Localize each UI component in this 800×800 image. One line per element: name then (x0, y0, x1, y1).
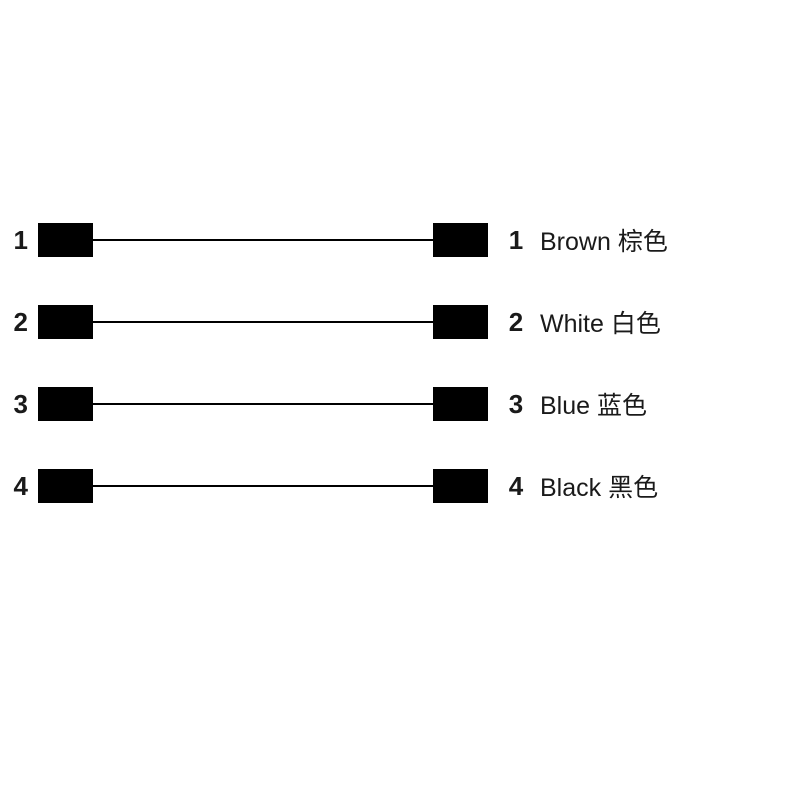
color-chinese: 白色 (611, 310, 661, 338)
left-connector-block (38, 223, 93, 257)
right-pin-number: 4 (502, 471, 530, 502)
wire-row: 3 3 Blue 蓝色 (0, 384, 800, 424)
color-chinese: 棕色 (618, 228, 668, 256)
left-pin-number: 3 (0, 389, 28, 420)
wire-line (93, 239, 433, 241)
right-connector-block (433, 469, 488, 503)
color-chinese: 蓝色 (597, 392, 647, 420)
color-english: Blue (540, 392, 590, 420)
right-connector-block (433, 305, 488, 339)
color-english: Brown (540, 228, 611, 256)
right-pin-number: 3 (502, 389, 530, 420)
left-pin-number: 4 (0, 471, 28, 502)
wire-color-label: Brown 棕色 (540, 222, 668, 258)
wire-color-label: White 白色 (540, 304, 661, 340)
right-pin-number: 2 (502, 307, 530, 338)
left-connector-block (38, 469, 93, 503)
wire-line (93, 321, 433, 323)
right-connector-block (433, 223, 488, 257)
wire-row: 2 2 White 白色 (0, 302, 800, 342)
left-connector-block (38, 387, 93, 421)
wire-line (93, 485, 433, 487)
wire-row: 4 4 Black 黑色 (0, 466, 800, 506)
color-english: White (540, 310, 604, 338)
wire-row: 1 1 Brown 棕色 (0, 220, 800, 260)
wire-line (93, 403, 433, 405)
wiring-diagram: 1 1 Brown 棕色 2 2 White 白色 3 3 Blue 蓝色 4 (0, 220, 800, 548)
right-pin-number: 1 (502, 225, 530, 256)
left-connector-block (38, 305, 93, 339)
right-connector-block (433, 387, 488, 421)
wire-color-label: Black 黑色 (540, 468, 658, 504)
left-pin-number: 2 (0, 307, 28, 338)
left-pin-number: 1 (0, 225, 28, 256)
color-english: Black (540, 474, 601, 502)
color-chinese: 黑色 (608, 474, 658, 502)
wire-color-label: Blue 蓝色 (540, 386, 647, 422)
